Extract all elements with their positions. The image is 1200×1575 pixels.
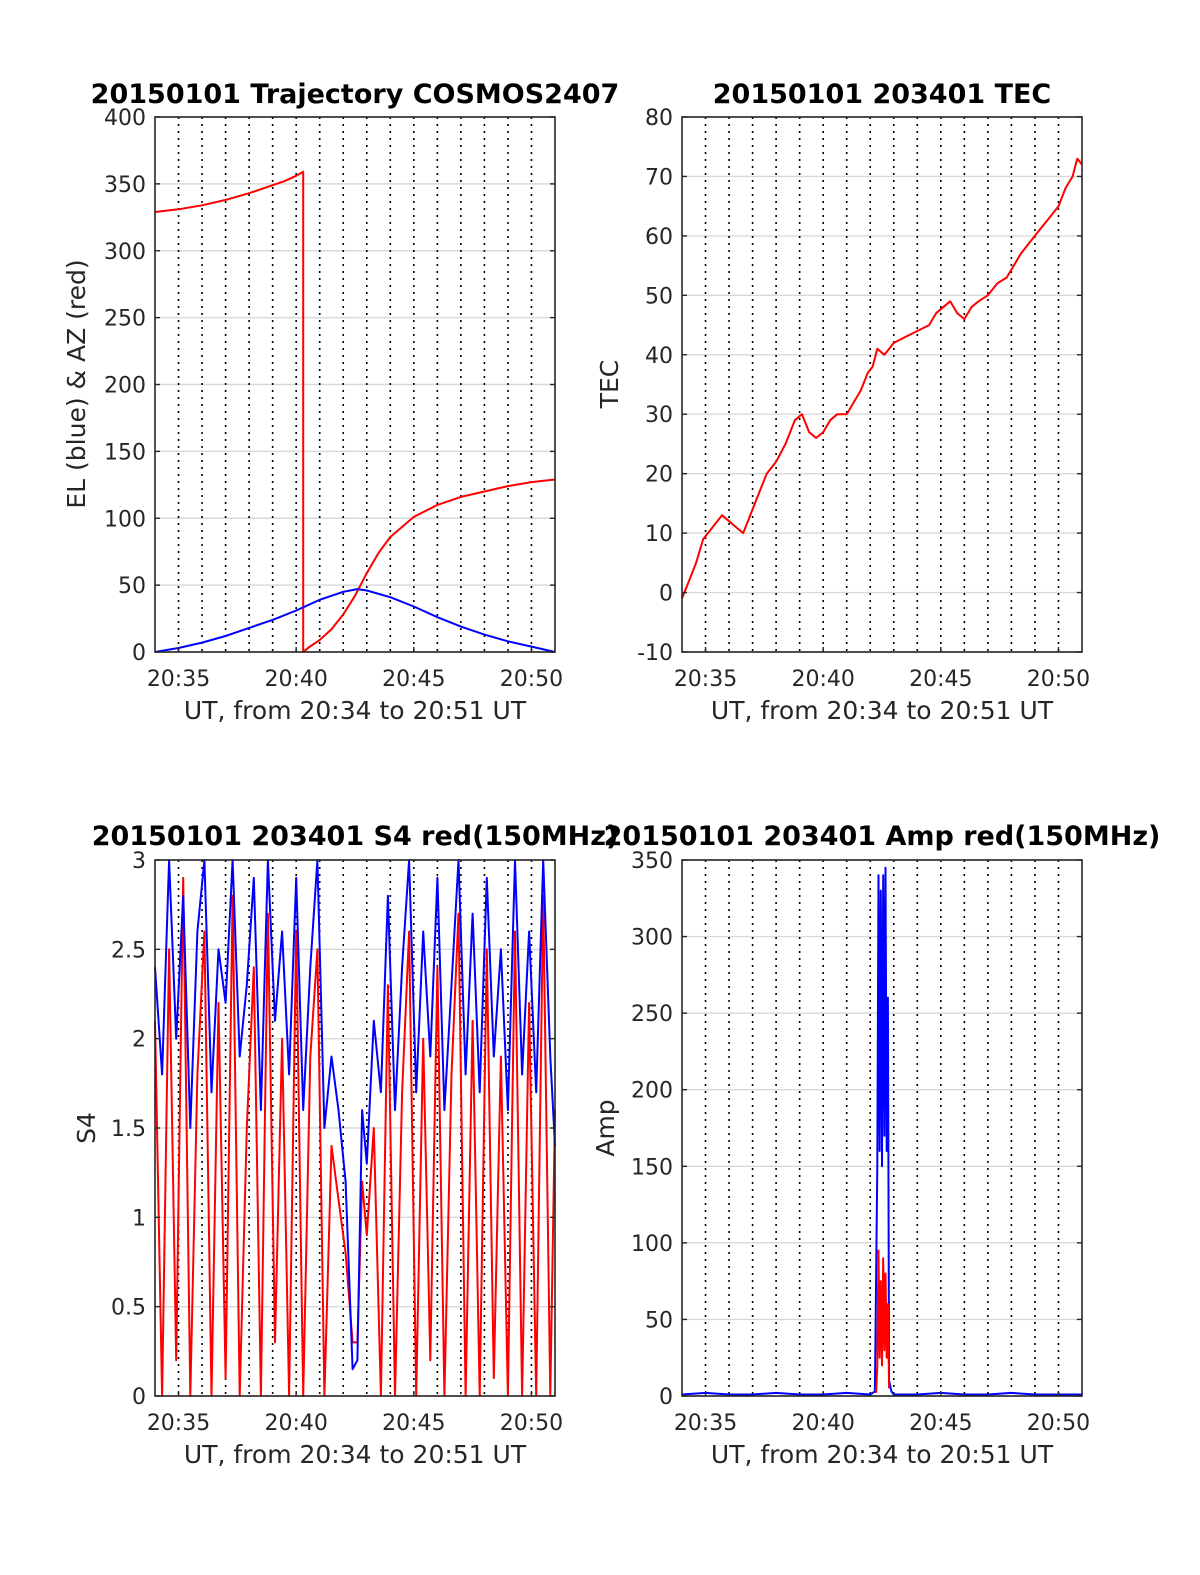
- s4-x-tick-label: 20:50: [500, 1411, 563, 1436]
- amp-y-tick-label: 50: [645, 1308, 673, 1333]
- amp-series-red: [875, 1249, 891, 1393]
- tec-y-tick-label: 30: [645, 403, 673, 428]
- trajectory-x-tick-label: 20:35: [147, 667, 210, 692]
- tec-series-red: [681, 157, 1083, 599]
- tec-panel: -10 0 10 20 30 40 50 60 70 80 20:35 20:40 20:45 20:50…: [595, 79, 1090, 725]
- amp-y-tick-label: 0: [659, 1385, 673, 1410]
- tec-y-tick-label: 80: [645, 106, 673, 131]
- trajectory-x-axis-label: UT, from 20:34 to 20:51 UT: [184, 696, 527, 725]
- s4-x-tick-label: 20:45: [382, 1411, 445, 1436]
- amp-axes-frame: [681, 859, 1083, 1397]
- s4-panel: 0 0.5 1 1.5 2 2.5 3 20:35 20:40 20:45 20:50 201501…: [72, 821, 618, 1469]
- trajectory-y-tick-label: 100: [104, 507, 146, 532]
- amp-y-tick-label: 100: [631, 1232, 673, 1257]
- s4-x-tick-label: 20:40: [264, 1411, 327, 1436]
- s4-y-tick-label: 2: [132, 1028, 146, 1053]
- trajectory-y-tick-label: 300: [104, 240, 146, 265]
- amp-y-tick-label: 250: [631, 1002, 673, 1027]
- trajectory-y-tick-label: 150: [104, 440, 146, 465]
- tec-y-tick-label: 50: [645, 284, 673, 309]
- s4-series-blue: [154, 859, 556, 1371]
- tec-y-tick-label: -10: [637, 641, 673, 666]
- trajectory-y-tick-label: 400: [104, 106, 146, 131]
- tec-x-tick-label: 20:50: [1027, 667, 1090, 692]
- amp-x-tick-label: 20:50: [1027, 1411, 1090, 1436]
- s4-y-tick-label: 3: [132, 849, 146, 874]
- amp-x-tick-label: 20:40: [791, 1411, 854, 1436]
- amp-y-tick-label: 150: [631, 1155, 673, 1180]
- s4-series-red: [154, 876, 556, 1397]
- amp-y-tick-label: 300: [631, 926, 673, 951]
- trajectory-y-tick-label: 250: [104, 307, 146, 332]
- amp-panel: 0 50 100 150 200 250 300 350 20:35 20:40 20:45 20:5…: [591, 821, 1160, 1469]
- trajectory-series-red: [154, 170, 556, 653]
- tec-y-tick-label: 0: [659, 582, 673, 607]
- tec-x-tick-label: 20:35: [674, 667, 737, 692]
- s4-y-tick-label: 1: [132, 1206, 146, 1231]
- amp-x-tick-label: 20:45: [909, 1411, 972, 1436]
- s4-title: 20150101 203401 S4 red(150MHz): [92, 821, 619, 852]
- amp-y-tick-label: 200: [631, 1079, 673, 1104]
- tec-y-tick-label: 10: [645, 522, 673, 547]
- tec-y-tick-label: 60: [645, 225, 673, 250]
- trajectory-series-blue: [154, 588, 556, 653]
- trajectory-y-tick-label: 0: [132, 641, 146, 666]
- amp-title: 20150101 203401 Amp red(150MHz): [604, 821, 1161, 852]
- trajectory-x-tick-label: 20:50: [500, 667, 563, 692]
- s4-x-tick-label: 20:35: [147, 1411, 210, 1436]
- s4-y-axis-label: S4: [72, 1112, 101, 1144]
- amp-series-blue: [681, 866, 1082, 1396]
- trajectory-y-tick-label: 350: [104, 173, 146, 198]
- s4-x-axis-label: UT, from 20:34 to 20:51 UT: [184, 1440, 527, 1469]
- tec-x-tick-label: 20:45: [909, 667, 972, 692]
- tec-y-tick-label: 70: [645, 165, 673, 190]
- amp-x-tick-label: 20:35: [674, 1411, 737, 1436]
- trajectory-title: 20150101 Trajectory COSMOS2407: [91, 79, 620, 110]
- trajectory-x-tick-label: 20:40: [264, 667, 327, 692]
- tec-y-axis-label: TEC: [595, 360, 624, 410]
- trajectory-y-axis-label: EL (blue) & AZ (red): [62, 259, 91, 508]
- s4-y-tick-label: 1.5: [111, 1117, 146, 1142]
- trajectory-y-tick-label: 200: [104, 374, 146, 399]
- tec-y-tick-label: 40: [645, 344, 673, 369]
- trajectory-x-tick-label: 20:45: [382, 667, 445, 692]
- tec-title: 20150101 203401 TEC: [713, 79, 1052, 110]
- tec-x-tick-label: 20:40: [791, 667, 854, 692]
- tec-x-axis-label: UT, from 20:34 to 20:51 UT: [711, 696, 1054, 725]
- amp-x-axis-label: UT, from 20:34 to 20:51 UT: [711, 1440, 1054, 1469]
- s4-y-tick-label: 0.5: [111, 1296, 146, 1321]
- trajectory-panel: 0 50 100 150 200 250 300 350 400 20:35 20:40 20:45 2…: [62, 79, 619, 725]
- tec-y-tick-label: 20: [645, 463, 673, 488]
- tec-axes-frame: [681, 116, 1083, 653]
- trajectory-y-tick-label: 50: [118, 574, 146, 599]
- amp-y-tick-label: 350: [631, 849, 673, 874]
- s4-y-tick-label: 0: [132, 1385, 146, 1410]
- s4-y-tick-label: 2.5: [111, 938, 146, 963]
- amp-y-axis-label: Amp: [591, 1099, 620, 1156]
